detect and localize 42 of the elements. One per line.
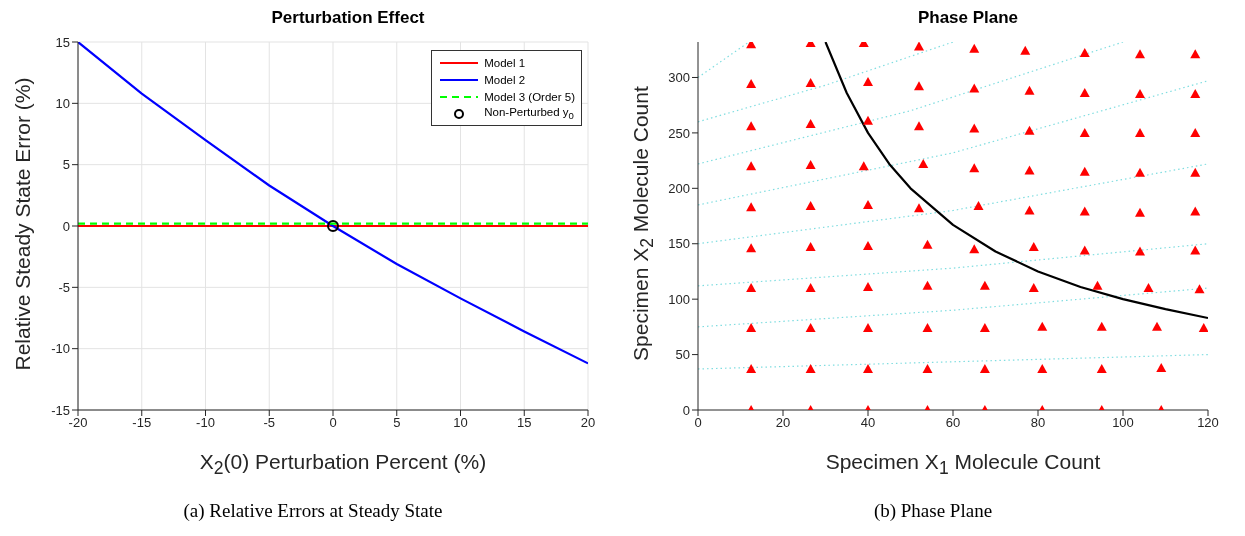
x-tick-label: -5 bbox=[263, 415, 276, 431]
line-series bbox=[824, 42, 1208, 320]
y-tick-label: 15 bbox=[55, 34, 70, 50]
legend-label: Model 3 (Order 5) bbox=[484, 90, 575, 103]
x-tick-label: 10 bbox=[453, 415, 468, 431]
y-tick-label: 250 bbox=[668, 125, 690, 141]
x-axis-title: X$_{2}$(0) Perturbation Percent (%) bbox=[198, 450, 488, 480]
x-tick-label: 0 bbox=[329, 415, 337, 431]
y-tick-label: 100 bbox=[668, 291, 690, 307]
x-tick-label: 0 bbox=[694, 415, 702, 431]
x-tick-label: -15 bbox=[132, 415, 152, 431]
y-tick-label: 10 bbox=[55, 95, 70, 111]
y-tick-label: -15 bbox=[51, 402, 70, 418]
legend-label: Non-Perturbed y$_{0}$ bbox=[484, 105, 574, 122]
y-tick-label: 5 bbox=[62, 157, 70, 173]
x-tick-label: 20 bbox=[580, 415, 596, 431]
x-tick-label: 100 bbox=[1112, 415, 1134, 431]
x-tick-label: 80 bbox=[1030, 415, 1046, 431]
y-tick-label: -10 bbox=[51, 341, 70, 357]
y-tick-label: 150 bbox=[668, 236, 690, 252]
chart-title: Perturbation Effect bbox=[270, 8, 426, 29]
y-tick-label: -5 bbox=[58, 279, 70, 295]
chart-title: Phase Plane bbox=[916, 8, 1020, 29]
text: (a) Relative Errors at Steady State bbox=[182, 500, 444, 522]
x-tick-label: 120 bbox=[1197, 415, 1219, 431]
legend-label: Model 2 bbox=[484, 73, 526, 86]
y-tick-label: 0 bbox=[62, 218, 70, 234]
x-tick-label: 20 bbox=[775, 415, 791, 431]
x-tick-label: 60 bbox=[945, 415, 961, 431]
x-tick-label: -20 bbox=[68, 415, 88, 431]
x-tick-label: 40 bbox=[860, 415, 876, 431]
x-tick-label: 5 bbox=[393, 415, 401, 431]
y-axis-title: Relative Steady State Error (%) bbox=[11, 77, 35, 371]
x-tick-label: 15 bbox=[517, 415, 532, 431]
x-axis-title: Specimen X$_{1}$ Molecule Count bbox=[824, 450, 1102, 480]
y-tick-label: 300 bbox=[668, 70, 690, 86]
y-tick-label: 50 bbox=[675, 347, 690, 363]
legend-label: Model 1 bbox=[484, 56, 526, 69]
text: (b) Phase Plane bbox=[872, 500, 994, 522]
y-tick-label: 0 bbox=[682, 402, 690, 418]
x-tick-label: -10 bbox=[196, 415, 215, 431]
y-tick-label: 200 bbox=[668, 180, 690, 196]
